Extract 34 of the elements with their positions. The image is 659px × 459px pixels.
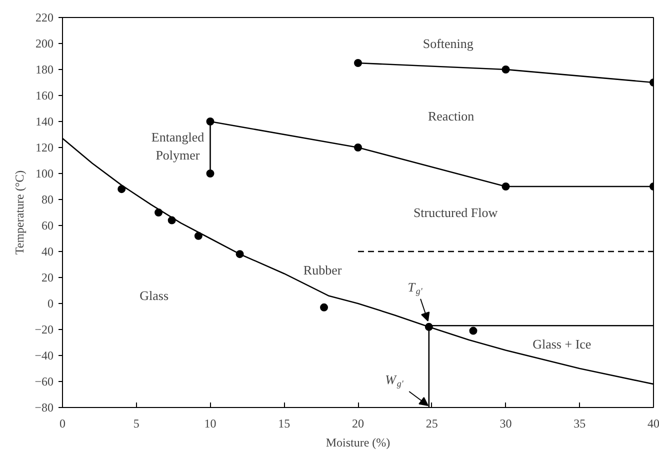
x-tick-label: 15	[278, 416, 290, 430]
y-tick-label: −80	[34, 400, 54, 414]
y-tick-label: −20	[34, 322, 54, 336]
y-tick-label: −60	[34, 374, 54, 388]
x-tick-label: 10	[204, 416, 216, 430]
y-tick-label: 120	[36, 140, 54, 154]
y-tick-label: 80	[42, 192, 54, 206]
annotation: Softening	[422, 36, 474, 52]
y-axis-title: Temperature (°C)	[12, 170, 27, 255]
y-tick-label: −40	[34, 348, 54, 362]
x-tick-label: 5	[133, 416, 140, 430]
annotation: Entangled Polymer	[151, 130, 205, 163]
y-tick-label: 220	[36, 10, 54, 24]
x-tick-label: 25	[426, 416, 438, 430]
y-tick-label: 160	[36, 88, 54, 102]
x-tick-label: 20	[352, 416, 364, 430]
y-tick-label: 40	[42, 244, 54, 258]
y-tick-label: 60	[42, 218, 54, 232]
y-tick-label: 180	[36, 62, 54, 76]
y-tick-label: 20	[42, 270, 54, 284]
annotation: Glass + Ice	[532, 336, 592, 352]
y-tick-label: 140	[36, 114, 54, 128]
annotation: Structured Flow	[413, 205, 498, 220]
y-tick-label: 100	[36, 166, 54, 180]
x-tick-label: 0	[60, 416, 66, 430]
y-tick-label: 0	[48, 296, 54, 310]
annotation: Rubber	[303, 262, 342, 278]
x-axis-title: Moisture (%)	[326, 436, 390, 450]
annotation: Reaction	[428, 108, 475, 124]
x-tick-label: 40	[648, 416, 659, 430]
x-tick-label: 35	[574, 416, 586, 430]
y-tick-label: 200	[36, 36, 54, 50]
x-tick-label: 30	[500, 416, 512, 430]
annotation: Glass	[140, 288, 169, 304]
